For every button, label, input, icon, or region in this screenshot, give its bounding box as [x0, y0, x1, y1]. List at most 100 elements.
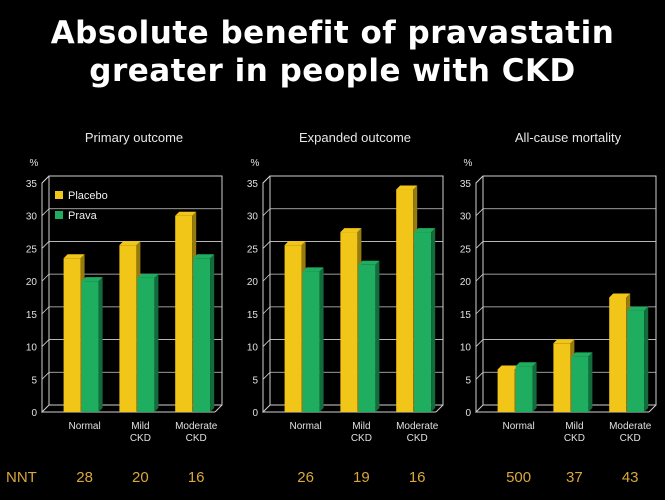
nnt-value: 16 [409, 469, 426, 486]
placebo-bar [119, 241, 141, 412]
category-label: Moderate [609, 421, 652, 432]
gridline [475, 208, 656, 216]
bar-front [193, 258, 211, 412]
nnt-value: 28 [76, 469, 93, 486]
bar-top [175, 211, 197, 216]
bar-front [358, 264, 376, 412]
category-label: Normal [289, 421, 321, 432]
bar-top [609, 293, 631, 298]
y-tick-label: 15 [26, 310, 38, 321]
placebo-legend-swatch [55, 191, 63, 199]
placebo-bar [340, 228, 362, 412]
bar-top [340, 228, 362, 233]
bar-side [319, 267, 324, 412]
category-label: Moderate [396, 421, 439, 432]
bar-top [137, 273, 159, 278]
slide-title-line-1: Absolute benefit of pravastatin [50, 15, 615, 51]
bar-side [98, 277, 103, 412]
category-label: CKD [620, 433, 641, 444]
gridline [262, 371, 443, 380]
y-tick-label: 5 [31, 375, 37, 386]
gridline [475, 339, 656, 347]
placebo-bar [284, 241, 306, 412]
prava-bar [193, 254, 215, 412]
bar-top [302, 267, 324, 272]
bar-top [627, 306, 649, 311]
y-tick-label: 10 [460, 343, 472, 354]
y-tick-label: 35 [247, 179, 259, 190]
placebo-bar [396, 185, 418, 412]
bar-top [119, 241, 141, 246]
prava-bar [302, 267, 324, 412]
placebo-bar [63, 254, 85, 412]
y-tick-label: 30 [26, 212, 38, 223]
bar-front [609, 297, 627, 412]
category-label: Normal [68, 421, 100, 432]
bar-front [284, 245, 302, 412]
prava-legend-swatch [55, 211, 63, 219]
bar-front [571, 356, 589, 412]
y-tick-label: 10 [247, 343, 259, 354]
bar-front [175, 215, 193, 412]
legend-label: Prava [68, 210, 98, 222]
y-tick-label: 15 [247, 310, 259, 321]
y-tick-label: 0 [465, 408, 471, 419]
category-label: CKD [351, 433, 372, 444]
bar-top [284, 241, 306, 246]
gridline [41, 175, 222, 184]
nnt-label: NNT [6, 469, 37, 486]
gridline [41, 306, 222, 315]
floor-edge [435, 404, 444, 413]
nnt-value: 26 [297, 469, 314, 486]
nnt-value: 43 [622, 469, 639, 486]
bar-front [302, 271, 320, 412]
nnt-value: 37 [566, 469, 583, 486]
gridline [41, 371, 222, 380]
bar-top [414, 228, 436, 233]
gridline [41, 273, 222, 282]
y-tick-label: 20 [460, 277, 472, 288]
bar-front [119, 245, 137, 412]
bar-side [431, 228, 436, 412]
chart-panel-2: Expanded outcome% 0 5 10 15 20 25 30 35 Normal Mil… [247, 130, 444, 486]
y-tick-label: 25 [460, 244, 472, 255]
category-label: Mild [131, 421, 149, 432]
y-unit-label: % [30, 158, 39, 169]
category-label: CKD [186, 433, 207, 444]
bar-front [553, 343, 571, 412]
slide-title: Absolute benefit of pravastatin greater … [0, 14, 665, 90]
chart-panel-3: All-cause mortality% 0 5 10 15 20 25 30 35 Normal… [460, 130, 657, 486]
floor-edge [214, 404, 223, 413]
y-tick-label: 30 [247, 212, 259, 223]
bar-side [532, 362, 537, 412]
gridline [41, 208, 222, 216]
gridline [475, 273, 656, 282]
bar-top [81, 277, 103, 282]
gridline [475, 306, 656, 315]
bar-side [210, 254, 215, 412]
bar-front [340, 232, 358, 412]
bar-side [644, 306, 649, 412]
panel-title: Expanded outcome [299, 130, 411, 145]
category-label: Mild [352, 421, 370, 432]
gridline [262, 306, 443, 315]
gridline [475, 371, 656, 380]
placebo-bar [609, 293, 631, 412]
gridline [262, 339, 443, 347]
panel-title: All-cause mortality [515, 130, 622, 145]
prava-bar [627, 306, 649, 412]
y-unit-label: % [251, 158, 260, 169]
y-tick-label: 35 [460, 179, 472, 190]
y-tick-label: 25 [26, 244, 38, 255]
y-tick-label: 25 [247, 244, 259, 255]
bar-front [414, 232, 432, 412]
bar-front [627, 310, 645, 412]
gridline [475, 241, 656, 249]
prava-bar [414, 228, 436, 412]
y-tick-label: 15 [460, 310, 472, 321]
chart-panel-1: Primary outcome% 0 5 10 15 20 25 30 35 Normal Mild… [26, 130, 223, 486]
gridline [41, 339, 222, 347]
bar-front [137, 277, 155, 412]
y-tick-label: 5 [465, 375, 471, 386]
y-unit-label: % [464, 158, 473, 169]
